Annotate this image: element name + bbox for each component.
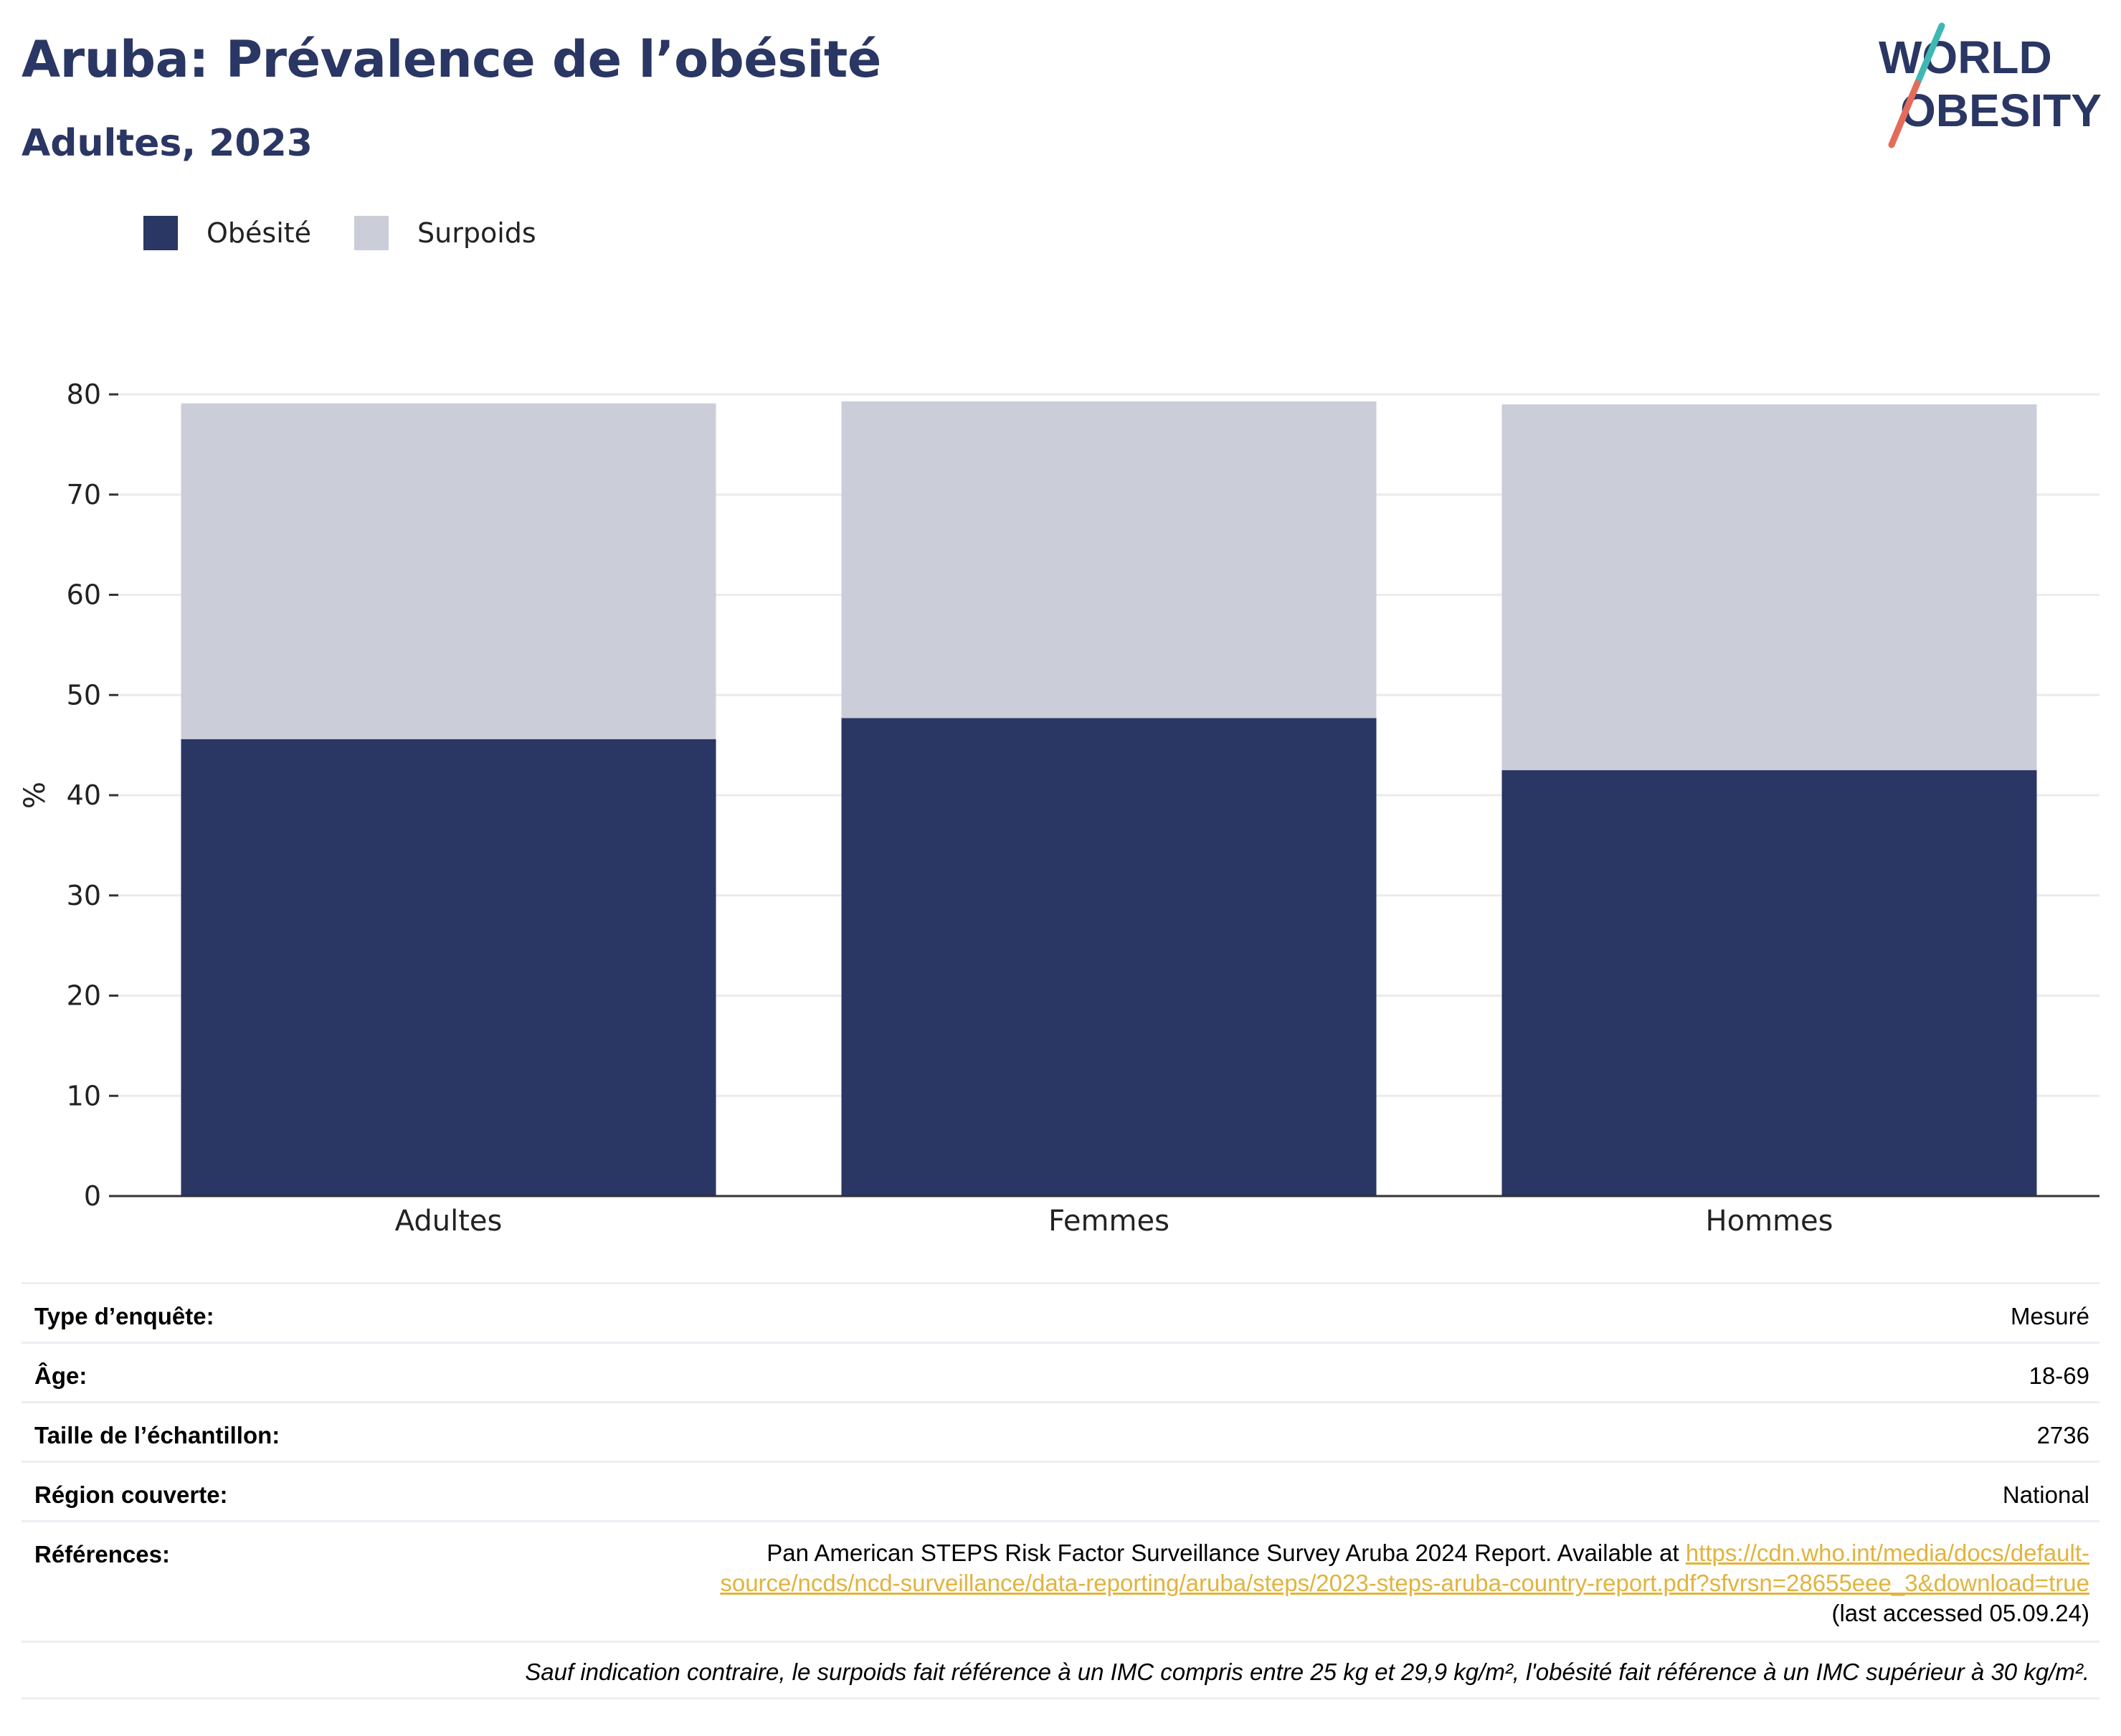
sample-size-value: 2736 xyxy=(2036,1422,2089,1448)
info-row-region: Région couverte: National xyxy=(22,1461,2099,1520)
legend-item-surpoids: Surpoids xyxy=(354,216,536,250)
info-row-references: Références: Pan American STEPS Risk Fact… xyxy=(22,1520,2099,1641)
world-obesity-logo: WORLD OBESITY xyxy=(1879,22,2102,148)
survey-type-value: Mesuré xyxy=(2010,1303,2089,1329)
y-tick-label: 60 xyxy=(67,579,101,611)
y-axis-label: % xyxy=(19,782,52,809)
y-tick-label: 80 xyxy=(67,379,101,410)
x-tick-label: Femmes xyxy=(1048,1205,1169,1238)
y-tick-label: 70 xyxy=(67,479,101,511)
references-text: Pan American STEPS Risk Factor Surveilla… xyxy=(767,1540,1679,1566)
age-value: 18-69 xyxy=(2029,1362,2089,1389)
references-value: Pan American STEPS Risk Factor Surveilla… xyxy=(720,1538,2089,1628)
bar-obesite-adultes xyxy=(181,739,716,1196)
bar-surpoids-femmes xyxy=(841,401,1377,718)
y-tick-label: 30 xyxy=(67,880,101,911)
references-label: Références: xyxy=(34,1541,170,1567)
page-title: Aruba: Prévalence de l’obésité xyxy=(22,30,881,89)
bar-surpoids-hommes xyxy=(1501,404,2037,771)
logo-line1: WORLD xyxy=(1879,32,2052,83)
sample-size-label: Taille de l’échantillon: xyxy=(34,1422,280,1448)
x-tick-label: Adultes xyxy=(395,1205,503,1238)
legend-item-obesite: Obésité xyxy=(143,216,311,250)
y-tick-label: 40 xyxy=(67,779,101,811)
info-row-sample-size: Taille de l’échantillon: 2736 xyxy=(22,1401,2099,1461)
page-subtitle: Adultes, 2023 xyxy=(22,122,313,165)
legend-label-obesite: Obésité xyxy=(207,217,312,249)
references-accessed: (last accessed 05.09.24) xyxy=(1831,1600,2089,1626)
legend-swatch-obesite xyxy=(143,216,178,250)
bar-obesite-hommes xyxy=(1501,770,2037,1196)
survey-type-label: Type d’enquête: xyxy=(34,1303,214,1329)
bar-surpoids-adultes xyxy=(181,403,716,739)
region-label: Région couverte: xyxy=(34,1481,228,1508)
info-row-survey-type: Type d’enquête: Mesuré xyxy=(22,1282,2099,1342)
chart-legend: Obésité Surpoids xyxy=(143,214,579,252)
bar-obesite-femmes xyxy=(841,718,1377,1196)
legend-label-surpoids: Surpoids xyxy=(417,217,536,249)
logo-line2: OBESITY xyxy=(1900,85,2102,136)
legend-swatch-surpoids xyxy=(354,216,389,250)
definition-note: Sauf indication contraire, le surpoids f… xyxy=(22,1641,2099,1699)
region-value: National xyxy=(2002,1481,2089,1508)
info-row-age: Âge: 18-69 xyxy=(22,1342,2099,1401)
y-tick-label: 20 xyxy=(67,980,101,1012)
y-tick-label: 0 xyxy=(84,1180,101,1212)
age-label: Âge: xyxy=(34,1362,87,1389)
references-link-part1[interactable]: https://cdn.who.int/media/docs/default- xyxy=(1685,1540,2089,1566)
bar-chart: 0 10 20 30 40 50 60 70 80% Adultes Femmes Hommes xyxy=(19,379,2099,1238)
y-tick-label: 10 xyxy=(67,1080,101,1111)
x-tick-label: Hommes xyxy=(1706,1205,1833,1238)
y-tick-label: 50 xyxy=(67,679,101,711)
info-table: Type d’enquête: Mesuré Âge: 18-69 Taille… xyxy=(22,1282,2099,1699)
references-link-part2[interactable]: source/ncds/ncd-surveillance/data-report… xyxy=(720,1570,2089,1596)
